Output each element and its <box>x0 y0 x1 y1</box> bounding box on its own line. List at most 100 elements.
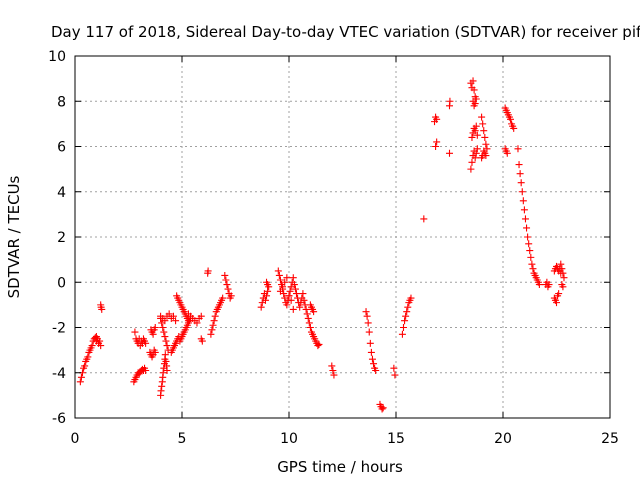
data-point <box>163 342 171 350</box>
data-point <box>329 366 337 374</box>
data-point <box>161 317 169 325</box>
data-point <box>506 115 514 123</box>
data-point <box>433 115 441 123</box>
data-point <box>407 294 415 302</box>
y-tick-label: 10 <box>48 49 66 65</box>
data-point <box>281 278 289 286</box>
data-point <box>286 287 294 295</box>
data-point <box>328 362 336 370</box>
y-tick-label: -6 <box>52 411 66 427</box>
data-point <box>519 197 527 205</box>
data-point <box>482 152 490 160</box>
data-point <box>263 292 271 300</box>
data-point <box>446 97 454 105</box>
data-point <box>265 283 273 291</box>
data-point <box>303 310 311 318</box>
data-point <box>275 271 283 279</box>
data-point <box>482 140 490 148</box>
data-point <box>81 362 89 370</box>
data-point <box>283 301 291 309</box>
data-point <box>555 290 563 298</box>
data-point <box>559 269 567 277</box>
data-point <box>468 158 476 166</box>
data-point <box>302 305 310 313</box>
y-tick-label: 0 <box>57 275 66 291</box>
chart-title: Day 117 of 2018, Sidereal Day-to-day VTE… <box>51 23 640 41</box>
data-point <box>315 340 323 348</box>
data-point <box>515 161 523 169</box>
data-point <box>276 287 284 295</box>
data-point <box>161 351 169 359</box>
data-point <box>222 276 230 284</box>
data-point <box>306 324 314 331</box>
data-point <box>274 267 282 275</box>
data-point <box>289 305 297 313</box>
data-point <box>524 233 532 241</box>
data-point <box>289 274 297 282</box>
y-tick-label: -4 <box>52 366 66 382</box>
data-point <box>224 285 232 293</box>
data-point <box>305 319 313 327</box>
data-point <box>257 303 265 311</box>
data-point <box>363 312 371 320</box>
data-point <box>472 95 480 103</box>
data-point <box>390 364 398 372</box>
x-tick-label: 10 <box>280 431 298 447</box>
data-point <box>471 154 479 162</box>
data-point <box>366 339 374 347</box>
data-point <box>172 317 180 325</box>
data-point <box>478 113 486 121</box>
data-point <box>479 120 487 128</box>
data-points <box>76 77 568 413</box>
data-point <box>525 240 533 248</box>
x-tick-label: 0 <box>71 431 80 447</box>
data-point <box>210 317 218 325</box>
data-point <box>545 281 553 289</box>
data-point <box>526 247 534 255</box>
data-point <box>159 324 167 331</box>
data-point <box>261 296 269 304</box>
data-point <box>88 342 96 350</box>
data-point <box>296 303 304 311</box>
data-point <box>560 274 568 282</box>
data-point <box>160 328 168 336</box>
data-point <box>559 283 567 291</box>
data-point <box>518 188 526 196</box>
data-point <box>510 124 518 132</box>
y-tick-label: -2 <box>52 321 66 337</box>
data-point <box>432 143 440 150</box>
data-point <box>535 281 543 289</box>
data-point <box>367 348 375 356</box>
data-point <box>221 271 229 279</box>
y-tick-label: 8 <box>57 94 66 110</box>
y-tick-label: 4 <box>57 185 66 201</box>
data-point <box>157 387 165 395</box>
x-tick-label: 15 <box>387 431 405 447</box>
data-point <box>402 312 410 320</box>
data-point <box>503 149 511 157</box>
data-point <box>314 342 322 350</box>
data-point <box>514 145 522 153</box>
data-point <box>96 337 104 345</box>
axis-tick-labels: 0 5 10 15 20 25 -6 -4 -2 0 2 4 6 8 10 <box>48 49 619 447</box>
data-point <box>158 382 166 390</box>
data-point <box>163 366 171 374</box>
data-point <box>299 290 307 298</box>
data-point <box>283 274 291 282</box>
y-axis-label: SDTVAR / TECUs <box>5 175 23 298</box>
data-point <box>404 303 412 311</box>
data-point <box>219 294 227 302</box>
data-point <box>481 133 489 141</box>
data-point <box>149 330 157 338</box>
data-point <box>528 260 536 268</box>
y-tick-label: 6 <box>57 140 66 156</box>
data-point <box>372 366 380 374</box>
data-point <box>287 296 295 304</box>
data-point <box>473 145 481 153</box>
data-point <box>391 371 399 379</box>
data-point <box>162 357 170 365</box>
x-tick-label: 25 <box>601 431 619 447</box>
data-point <box>472 122 480 130</box>
data-point <box>169 312 177 320</box>
